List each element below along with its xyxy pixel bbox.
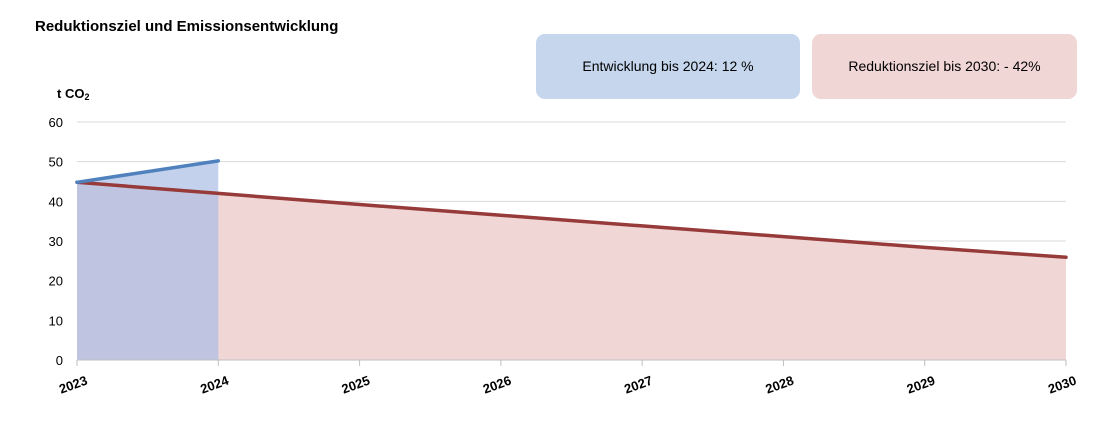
- point-entwicklung-2024: [217, 160, 219, 162]
- point-reduktionsziel-2026: [500, 214, 502, 216]
- x-tick-label-2023: 2023: [57, 373, 89, 397]
- development-callout: Entwicklung bis 2024: 12 %: [536, 34, 800, 99]
- y-tick-label-50: 50: [49, 155, 63, 170]
- x-tick-label-2027: 2027: [622, 373, 654, 397]
- target-callout: Reduktionsziel bis 2030: - 42%: [812, 34, 1077, 99]
- point-reduktionsziel-2025: [359, 204, 361, 206]
- point-reduktionsziel-2028: [782, 236, 784, 238]
- chart-title: Reduktionsziel und Emissionsentwicklung: [35, 18, 339, 35]
- line-reduktionsziel: [75, 180, 1068, 260]
- x-tick-label-2030: 2030: [1046, 373, 1078, 397]
- target-callout-text: Reduktionsziel bis 2030: - 42%: [848, 58, 1041, 74]
- y-tick-label-0: 0: [56, 353, 63, 368]
- axis-layer: [76, 359, 1067, 366]
- area-entwicklung: [77, 160, 219, 360]
- y-tick-label-20: 20: [49, 274, 63, 289]
- area-reduktionsziel: [77, 182, 1066, 360]
- y-tick-label-60: 60: [49, 115, 63, 130]
- y-tick-label-30: 30: [49, 234, 63, 249]
- x-tick-label-2028: 2028: [763, 373, 795, 397]
- point-reduktionsziel-2024: [217, 192, 219, 194]
- point-entwicklung-2023: [76, 181, 78, 183]
- x-tick-label-2029: 2029: [905, 373, 937, 397]
- line-entwicklung: [75, 159, 221, 185]
- y-axis-unit: t CO2: [57, 86, 89, 102]
- y-axis-unit-text: t CO: [57, 86, 85, 101]
- development-callout-text: Entwicklung bis 2024: 12 %: [582, 58, 754, 74]
- point-reduktionsziel-2030: [1065, 256, 1067, 258]
- x-tick-label-2025: 2025: [340, 373, 372, 397]
- y-tick-label-40: 40: [49, 194, 63, 209]
- y-tick-label-10: 10: [49, 313, 63, 328]
- line-layer: [75, 159, 1068, 260]
- x-tick-label-2024: 2024: [198, 372, 231, 396]
- x-tick-label-2026: 2026: [481, 373, 513, 397]
- point-reduktionsziel-2027: [641, 225, 643, 227]
- y-axis-unit-subscript: 2: [84, 92, 90, 102]
- area-layer: [77, 160, 1066, 360]
- point-reduktionsziel-2029: [924, 246, 926, 248]
